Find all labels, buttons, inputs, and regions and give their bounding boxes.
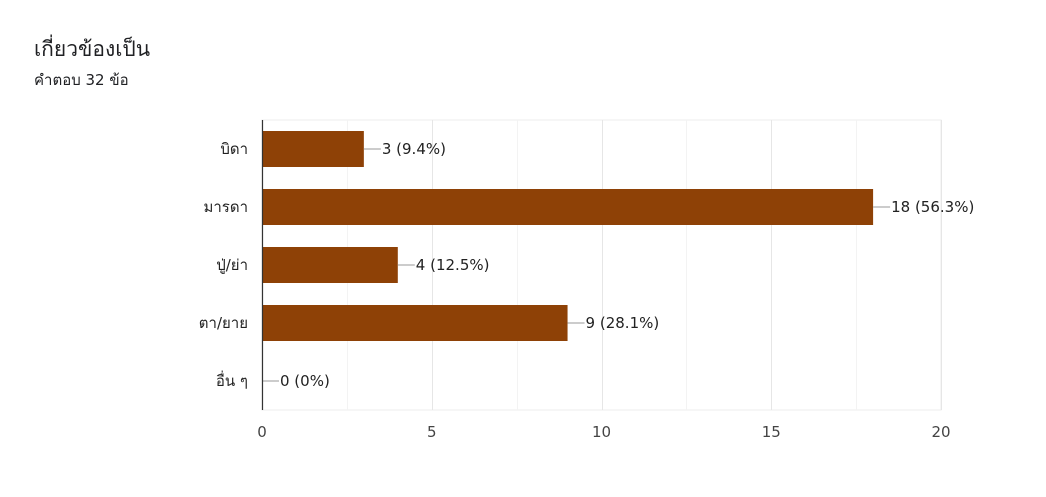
chart-title: เกี่ยวข้องเป็น bbox=[34, 37, 151, 61]
x-tick-label: 10 bbox=[592, 423, 611, 441]
bar bbox=[262, 131, 364, 167]
category-label: มารดา bbox=[203, 198, 248, 216]
data-label: 4 (12.5%) bbox=[416, 256, 490, 274]
labels: 0 5 10 15 20 บิดา 3 (9.4%) มารดา 18 (56.3%) ปู่/ย… bbox=[199, 120, 974, 441]
data-label: 0 (0%) bbox=[280, 372, 330, 390]
x-tick-label: 15 bbox=[762, 423, 781, 441]
bars bbox=[262, 131, 874, 341]
data-label: 18 (56.3%) bbox=[891, 198, 974, 216]
response-count: คำตอบ 32 ข้อ bbox=[34, 71, 129, 89]
category-label: อื่น ๆ bbox=[216, 370, 248, 390]
bar bbox=[262, 189, 874, 225]
data-label: 9 (28.1%) bbox=[586, 314, 660, 332]
x-tick-label: 0 bbox=[257, 423, 267, 441]
category-label: บิดา bbox=[220, 140, 248, 158]
data-label: 3 (9.4%) bbox=[382, 140, 446, 158]
bar bbox=[262, 305, 568, 341]
category-label: ตา/ยาย bbox=[199, 314, 248, 332]
bar bbox=[262, 247, 398, 283]
grid-lines bbox=[261, 119, 942, 411]
x-tick-label: 20 bbox=[931, 423, 950, 441]
x-tick-label: 5 bbox=[427, 423, 437, 441]
category-label: ปู่/ย่า bbox=[216, 256, 248, 274]
